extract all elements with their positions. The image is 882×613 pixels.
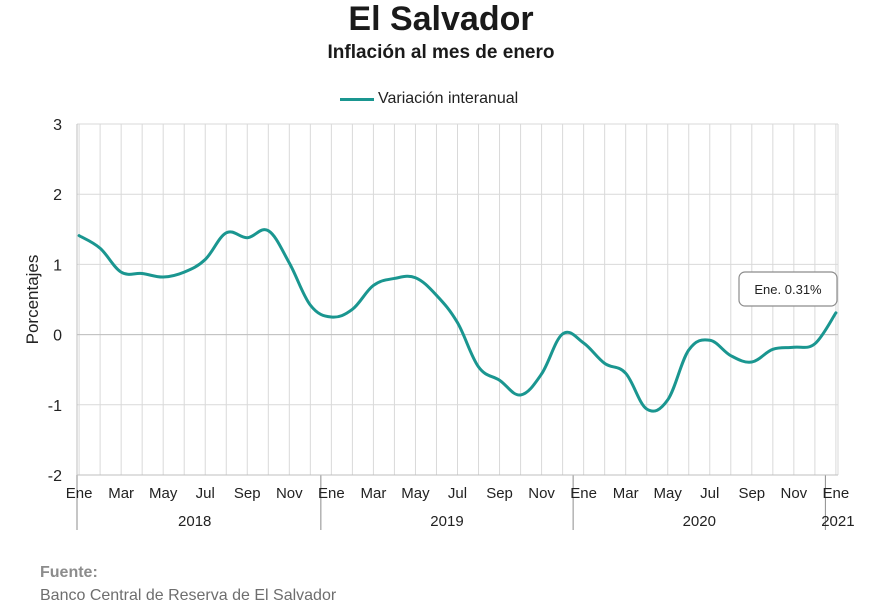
x-tick-label: Nov <box>781 485 808 502</box>
data-point <box>288 261 291 264</box>
data-point <box>162 276 165 279</box>
data-point <box>582 342 585 345</box>
x-tick-label: Jul <box>448 485 467 502</box>
y-tick-label: -1 <box>48 398 62 415</box>
data-point <box>330 316 333 319</box>
x-year-label: 2020 <box>683 513 716 530</box>
data-point <box>477 365 480 368</box>
annotation-label: Ene. 0.31% <box>754 282 822 297</box>
y-tick-label: 3 <box>53 117 62 134</box>
chart-subtitle: Inflación al mes de enero <box>327 42 555 63</box>
data-point <box>120 271 123 274</box>
x-tick-label: Ene <box>318 485 345 502</box>
x-tick-label: May <box>401 485 430 502</box>
data-point <box>78 234 81 237</box>
data-point <box>624 372 627 375</box>
source-label: Fuente: <box>40 564 98 581</box>
data-point <box>99 247 102 250</box>
data-point <box>351 308 354 311</box>
data-point <box>834 311 837 314</box>
y-tick-label: 2 <box>53 187 62 204</box>
x-tick-label: May <box>654 485 683 502</box>
data-point <box>414 276 417 279</box>
chart-title: El Salvador <box>348 0 534 38</box>
data-point <box>246 236 249 239</box>
x-tick-label: Ene <box>823 485 850 502</box>
data-point <box>561 332 564 335</box>
data-point <box>603 362 606 365</box>
source-text: Banco Central de Reserva de El Salvador <box>40 587 337 604</box>
x-tick-label: Jul <box>196 485 215 502</box>
data-point <box>771 348 774 351</box>
data-point <box>708 339 711 342</box>
x-year-label: 2018 <box>178 513 211 530</box>
data-point <box>267 229 270 232</box>
x-tick-label: Sep <box>234 485 261 502</box>
x-tick-label: Mar <box>360 485 386 502</box>
x-tick-label: Nov <box>528 485 555 502</box>
x-tick-label: Mar <box>613 485 639 502</box>
data-point <box>225 231 228 234</box>
series-line-variacion-interanual <box>77 228 838 413</box>
x-tick-label: Ene <box>570 485 597 502</box>
x-year-label: 2019 <box>430 513 463 530</box>
data-point <box>498 379 501 382</box>
legend-label: Variación interanual <box>378 90 519 107</box>
data-point <box>750 360 753 363</box>
data-point <box>666 398 669 401</box>
x-tick-label: Sep <box>486 485 513 502</box>
legend-line-swatch <box>340 97 374 101</box>
x-tick-label: Mar <box>108 485 134 502</box>
x-year-label: 2021 <box>821 513 854 530</box>
data-point <box>456 321 459 324</box>
x-tick-label: Sep <box>738 485 765 502</box>
data-point <box>141 272 144 275</box>
line-chart: 3 2 1 0 -1 -2 Porcentajes Ene Mar May Jul Sep Nov Ene… <box>23 117 855 530</box>
legend: Variación interanual <box>340 90 518 108</box>
y-tick-label: 0 <box>53 328 62 345</box>
x-tick-label: Ene <box>66 485 93 502</box>
y-tick-label: 1 <box>53 257 62 274</box>
x-tick-label: Jul <box>700 485 719 502</box>
data-point <box>372 284 375 287</box>
data-point <box>519 393 522 396</box>
annotation-box <box>738 271 838 307</box>
data-point <box>309 304 312 307</box>
data-point <box>204 258 207 261</box>
data-point <box>435 294 438 297</box>
data-point <box>687 349 690 352</box>
y-tick-label: -2 <box>48 468 62 485</box>
data-point <box>645 408 648 411</box>
data-point <box>813 342 816 345</box>
x-tick-label: Nov <box>276 485 303 502</box>
data-point <box>393 277 396 280</box>
y-axis-title: Porcentajes <box>23 255 42 345</box>
data-point <box>729 354 732 357</box>
data-point <box>183 271 186 274</box>
data-point <box>792 346 795 349</box>
x-tick-label: May <box>149 485 178 502</box>
data-point <box>540 372 543 375</box>
